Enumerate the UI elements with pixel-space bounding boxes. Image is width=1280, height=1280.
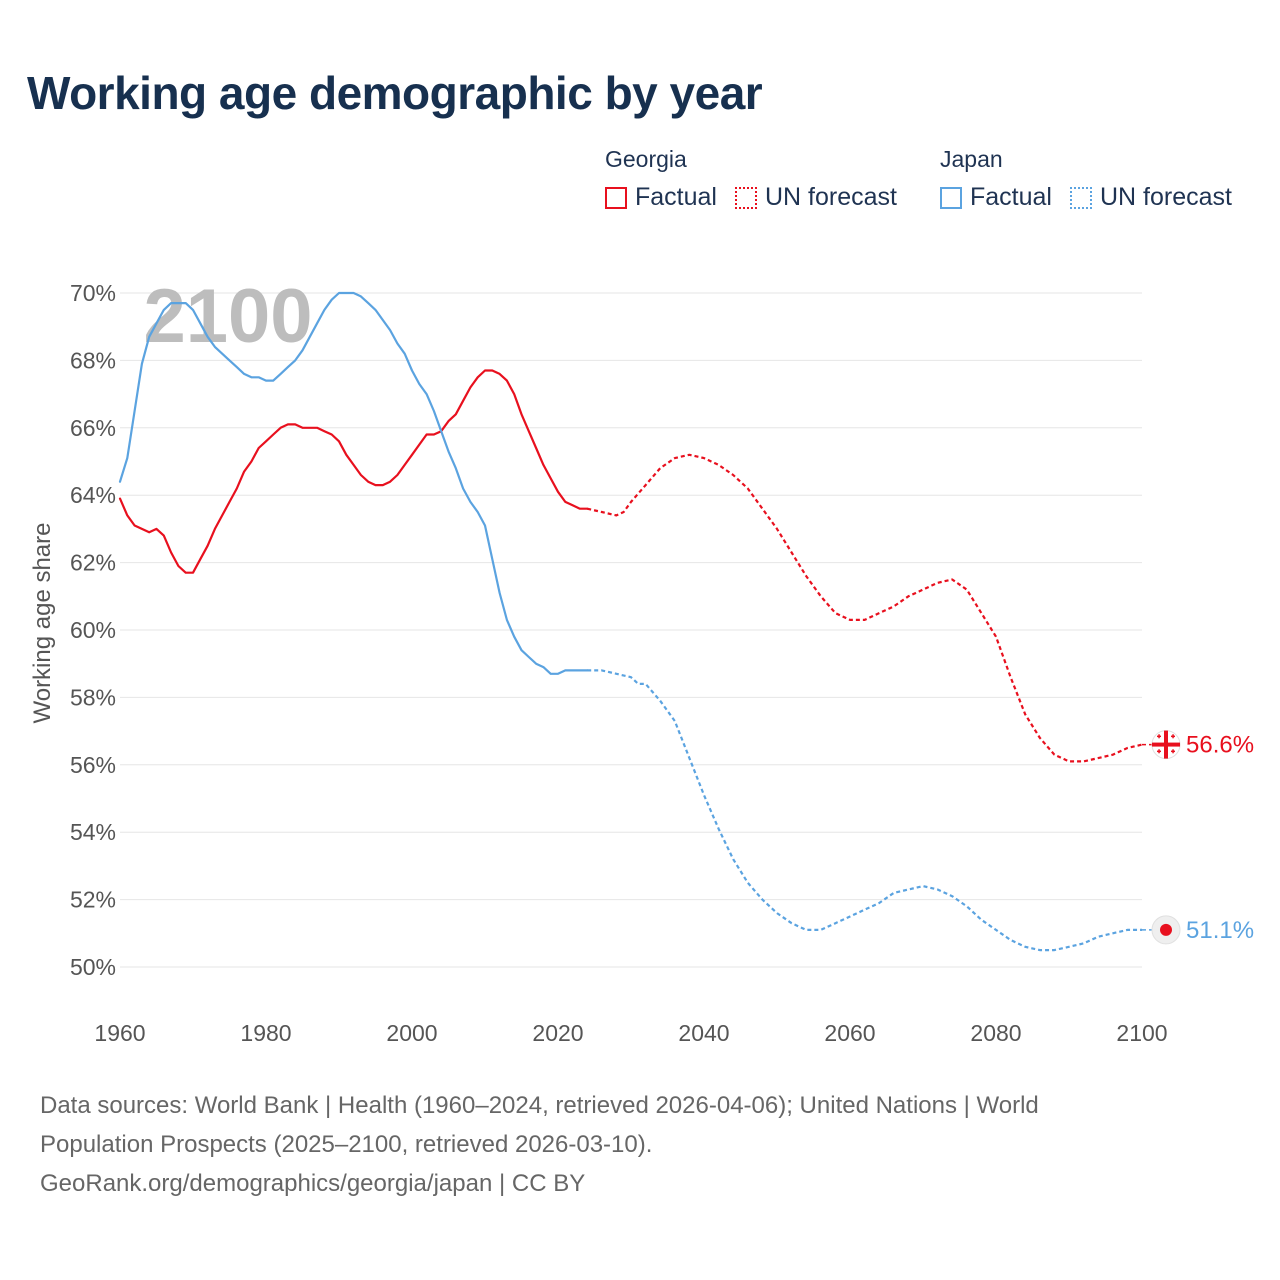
- gridlines: [120, 292, 1142, 968]
- y-tick-label: 56%: [70, 752, 116, 778]
- x-tick-label: 2000: [386, 1020, 437, 1046]
- x-tick-label: 2020: [532, 1020, 583, 1046]
- footer-line-2: Population Prospects (2025–2100, retriev…: [40, 1131, 653, 1158]
- georgia-factual-line: [118, 369, 589, 574]
- x-tick-label: 1960: [94, 1020, 145, 1046]
- japan-factual-line: [118, 291, 589, 675]
- x-axis-ticks: 1960 1980 2000 2020 2040 2060 2080 2100: [94, 1020, 1167, 1046]
- legend-georgia-factual-label: Factual: [635, 183, 717, 211]
- japan-forecast-line: [587, 669, 1142, 952]
- legend-georgia-forecast-label: UN forecast: [764, 183, 897, 211]
- legend-georgia: Georgia Factual UN forecast: [605, 146, 915, 212]
- legend-japan-forecast[interactable]: UN forecast: [1069, 183, 1232, 212]
- y-axis-ticks: 50% 52% 54% 56% 58% 60% 62% 64% 66% 68% 70%: [70, 280, 116, 980]
- footer-sources: Data sources: World Bank | Health (1960–…: [40, 1086, 1220, 1203]
- y-tick-label: 58%: [70, 684, 116, 710]
- legend-japan-factual[interactable]: Factual: [940, 183, 1052, 212]
- georgia-forecast-line: [586, 453, 1143, 763]
- legend-japan-title: Japan: [940, 146, 1003, 172]
- georgia-end-value: 56.6%: [1186, 732, 1254, 759]
- legend-georgia-title: Georgia: [605, 146, 687, 172]
- georgia-forecast-swatch: [734, 186, 757, 209]
- legend-georgia-forecast[interactable]: UN forecast: [734, 183, 897, 212]
- x-tick-label: 1980: [240, 1020, 291, 1046]
- series-lines: [118, 291, 1152, 952]
- line-chart: 2100 50% 52% 54% 56% 58% 60% 62% 64% 66% 68% 70% 1…: [29, 274, 1254, 1046]
- y-tick-label: 70%: [70, 280, 116, 306]
- x-tick-label: 2080: [970, 1020, 1021, 1046]
- japan-forecast-swatch: [1069, 186, 1092, 209]
- footer-line-3[interactable]: GeoRank.org/demographics/georgia/japan |…: [40, 1170, 586, 1197]
- y-tick-label: 52%: [70, 887, 116, 913]
- japan-factual-swatch: [940, 186, 962, 209]
- footer-line-1: Data sources: World Bank | Health (1960–…: [40, 1092, 1039, 1119]
- georgia-flag-cross-v: [1164, 730, 1168, 759]
- legend-japan-factual-label: Factual: [970, 183, 1052, 211]
- legend-japan: Japan Factual UN forecast: [940, 146, 1232, 212]
- georgia-flag-icon[interactable]: [1151, 730, 1181, 760]
- japan-flag-icon[interactable]: [1151, 915, 1181, 945]
- y-tick-label: 50%: [70, 954, 116, 980]
- y-tick-label: 54%: [70, 819, 116, 845]
- x-tick-label: 2060: [824, 1020, 875, 1046]
- chart-title: Working age demographic by year: [27, 67, 763, 119]
- x-tick-label: 2040: [678, 1020, 729, 1046]
- y-axis-label: Working age share: [29, 523, 56, 724]
- y-tick-label: 66%: [70, 415, 116, 441]
- georgia-factual-swatch: [605, 186, 627, 209]
- legend-georgia-factual[interactable]: Factual: [605, 183, 717, 212]
- georgia-flag-small-crosses: [1157, 734, 1175, 754]
- legend-japan-forecast-label: UN forecast: [1099, 183, 1232, 211]
- y-tick-label: 60%: [70, 617, 116, 643]
- japan-flag-disc: [1160, 923, 1172, 936]
- y-tick-label: 62%: [70, 550, 116, 576]
- y-tick-label: 64%: [70, 482, 116, 508]
- x-tick-label: 2100: [1116, 1020, 1167, 1046]
- japan-end-value: 51.1%: [1186, 917, 1254, 944]
- year-watermark: 2100: [143, 274, 312, 359]
- y-tick-label: 68%: [70, 347, 116, 373]
